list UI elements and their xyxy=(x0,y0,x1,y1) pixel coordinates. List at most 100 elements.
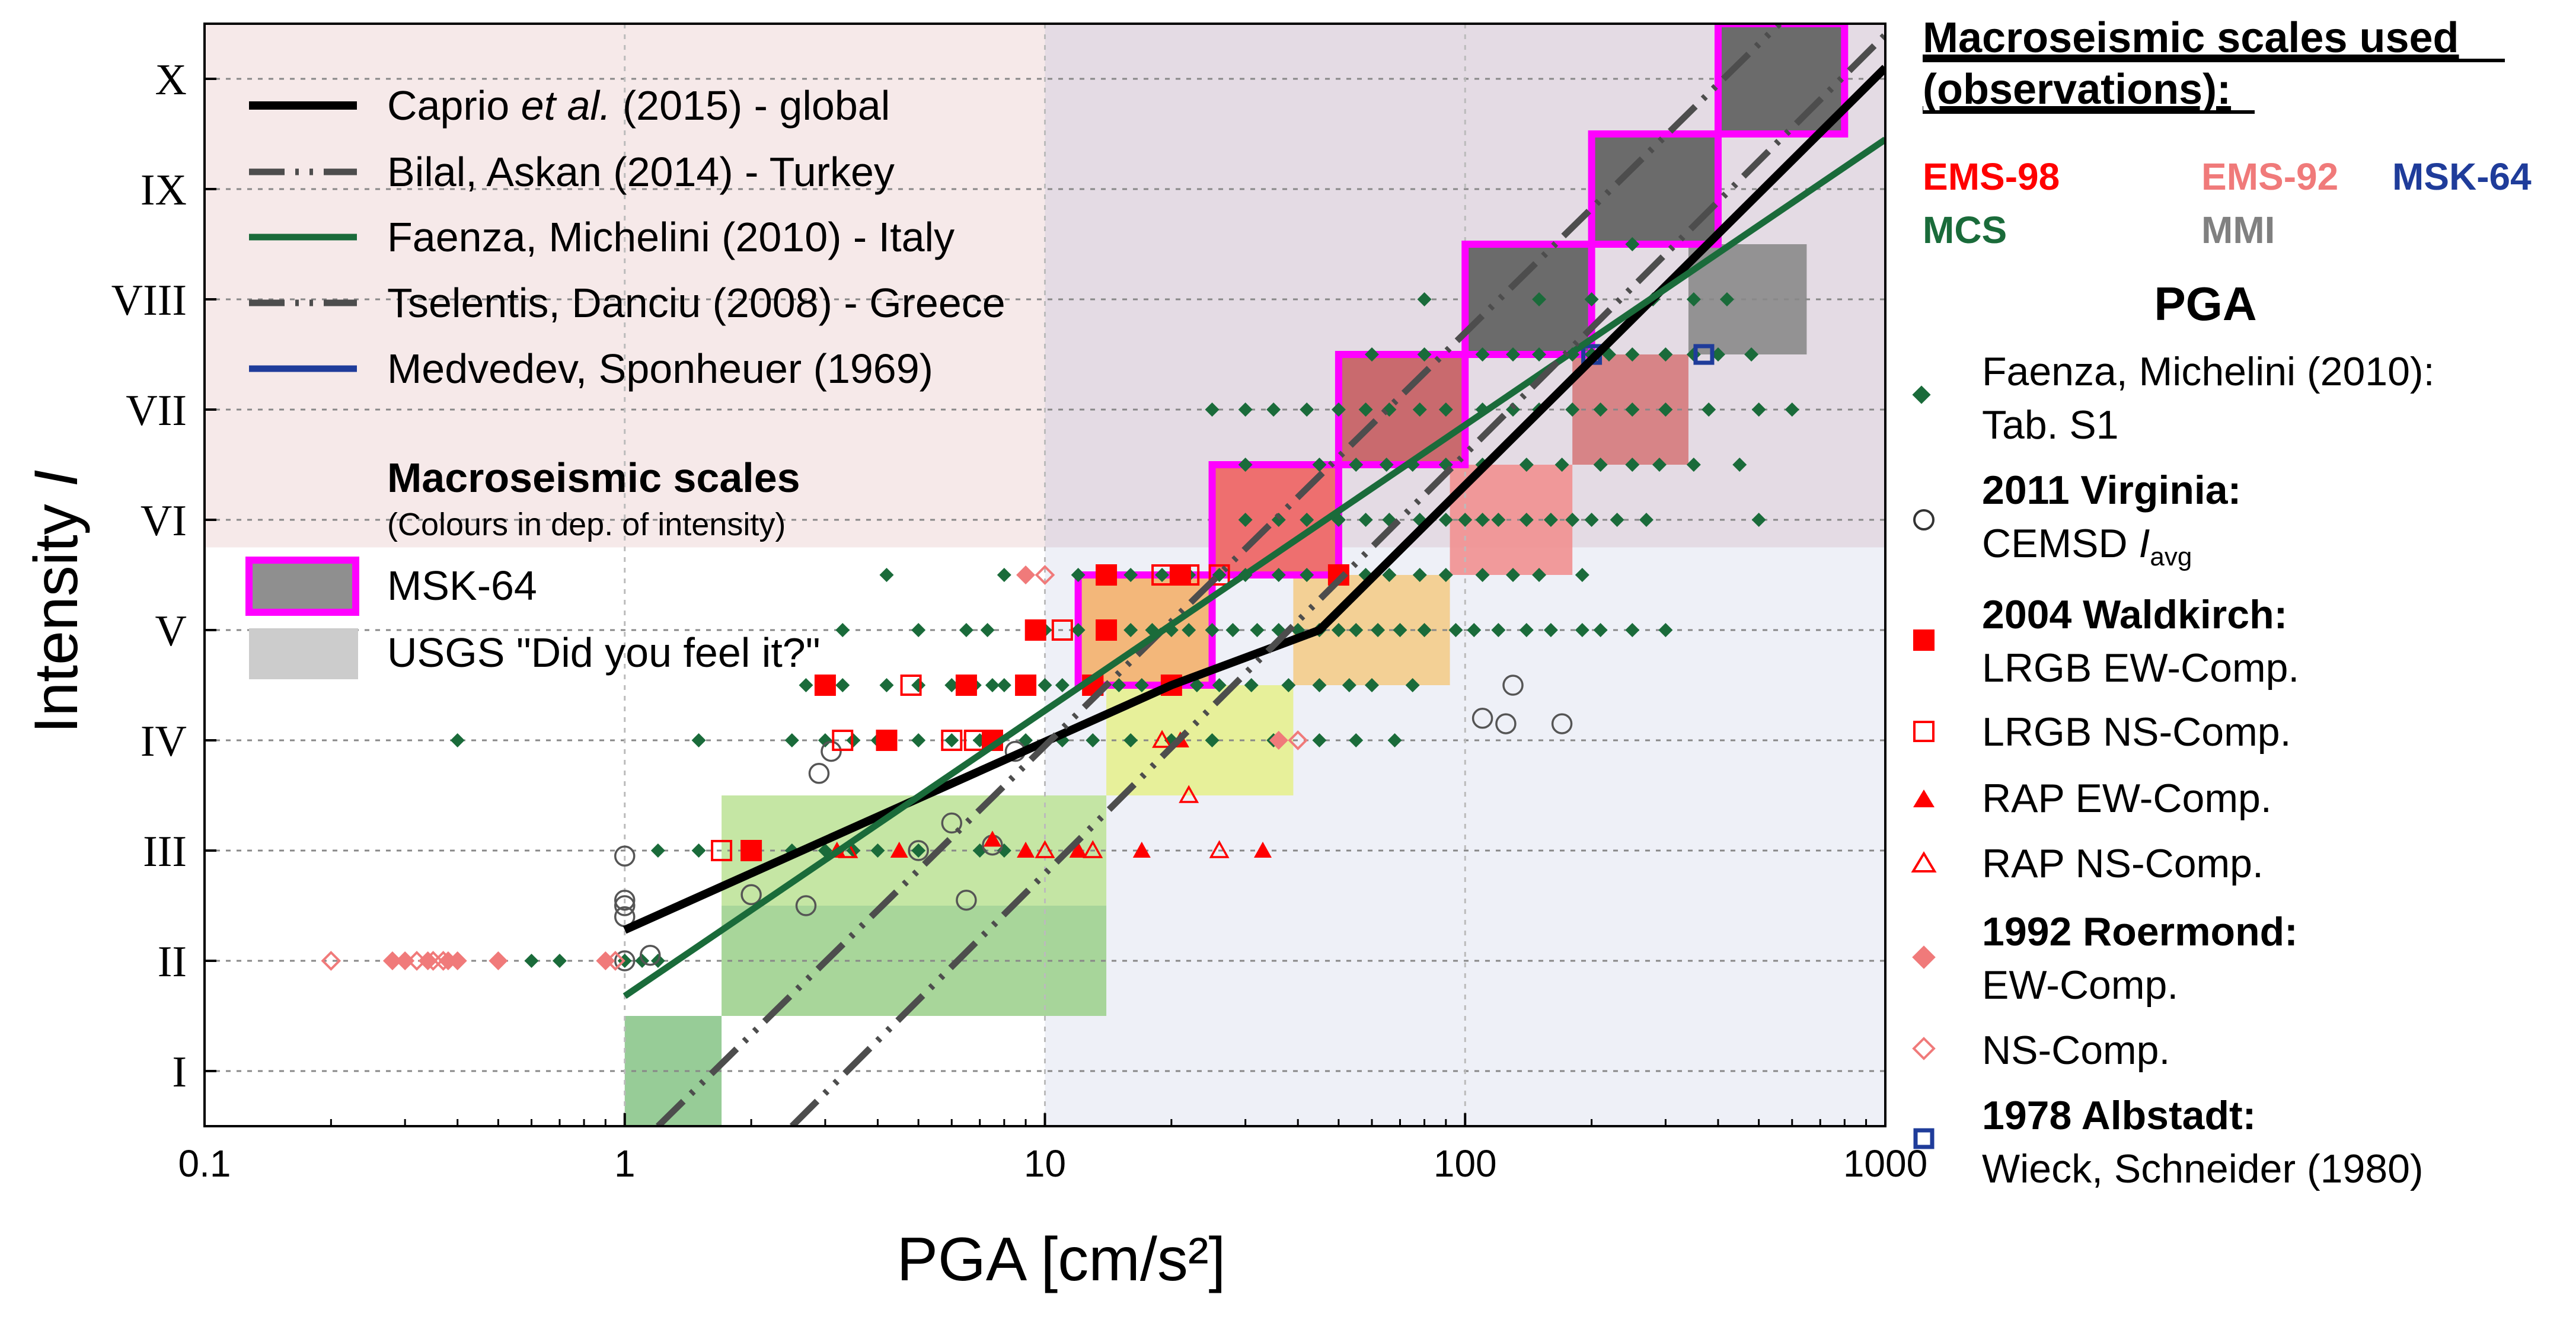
x-tick-label: 10 xyxy=(1024,1142,1066,1185)
faenza-point xyxy=(1055,678,1070,692)
faenza-point xyxy=(1438,513,1453,527)
faenza-point xyxy=(1038,678,1052,692)
faenza-point xyxy=(552,954,567,968)
virginia-point xyxy=(1502,675,1524,696)
waldkirch-ns-point xyxy=(1208,564,1230,586)
faenza-point xyxy=(1112,678,1126,692)
faenza-point xyxy=(1342,678,1356,692)
virginia-point xyxy=(956,889,977,911)
faenza-point xyxy=(818,733,832,747)
faenza-point xyxy=(1719,292,1734,306)
faenza-point xyxy=(1212,678,1227,692)
faenza-point xyxy=(911,678,926,692)
faenza-point xyxy=(1751,513,1766,527)
y-tick-label: V xyxy=(155,607,187,656)
svg-text:LRGB NS-Comp.: LRGB NS-Comp. xyxy=(1982,709,2291,755)
faenza-point xyxy=(1584,513,1599,527)
faenza-point xyxy=(835,623,850,637)
faenza-point xyxy=(1349,733,1364,747)
virginia-point xyxy=(614,889,636,911)
rlegend-virginia: 2011 Virginia: CEMSD Iavg xyxy=(1913,468,2241,571)
faenza-point xyxy=(846,733,861,747)
faenza-point xyxy=(1225,623,1240,637)
faenza-point xyxy=(1365,678,1380,692)
faenza-point xyxy=(1625,458,1640,472)
svg-text:MSK-64: MSK-64 xyxy=(387,562,537,609)
plot-area xyxy=(205,24,1885,1126)
legend-item-caprio: Caprio et al. (2015) - global xyxy=(249,82,890,129)
svg-text:LRGB EW-Comp.: LRGB EW-Comp. xyxy=(1982,645,2299,691)
faenza-point xyxy=(980,623,995,637)
rap-ew-point xyxy=(1253,842,1272,858)
faenza-point xyxy=(1205,623,1220,637)
faenza-point xyxy=(1250,623,1265,637)
waldkirch-ns-point xyxy=(941,730,963,751)
virginia-point xyxy=(1471,708,1493,729)
faenza-point xyxy=(1593,623,1608,637)
svg-text:Caprio et al. (2015) - global: Caprio et al. (2015) - global xyxy=(387,82,890,129)
faenza-point xyxy=(985,678,1000,692)
msk64-box xyxy=(1461,241,1595,358)
faenza-point xyxy=(1412,568,1427,582)
roermond-ns-point xyxy=(407,951,427,971)
albstadt-point xyxy=(1693,344,1715,365)
faenza-point xyxy=(784,733,799,747)
faenza-point xyxy=(650,843,665,858)
faenza-point xyxy=(1491,513,1506,527)
rlegend-faenza: Faenza, Michelini (2010): Tab. S1 xyxy=(1912,349,2434,448)
y-axis-title: Intensity I xyxy=(22,469,91,733)
svg-text:CEMSD Iavg: CEMSD Iavg xyxy=(1982,521,2192,571)
roermond-ns-point xyxy=(433,951,454,971)
virginia-point xyxy=(614,950,636,971)
faenza-point xyxy=(1281,678,1296,692)
legend-item-tselentis: Tselentis, Danciu (2008) - Greece xyxy=(249,280,1005,326)
faenza-point xyxy=(944,678,959,692)
svg-text:EW-Comp.: EW-Comp. xyxy=(1982,963,2178,1008)
faenza-point xyxy=(1467,623,1482,637)
x-tick-label: 1 xyxy=(614,1142,636,1185)
waldkirch-ns-point xyxy=(1151,564,1173,586)
faenza-point xyxy=(1438,402,1453,417)
faenza-point xyxy=(1575,568,1589,582)
faenza-point xyxy=(1532,568,1547,582)
roermond-ns-point xyxy=(321,951,341,971)
legend-item-usgs: USGS "Did you feel it?" xyxy=(249,628,821,679)
virginia-point xyxy=(1495,713,1517,734)
rap-ew-point xyxy=(983,830,1001,847)
rlegend-roermond-ew: 1992 Roermond: EW-Comp. xyxy=(1912,909,2298,1008)
faenza-point xyxy=(1071,623,1086,637)
faenza-point xyxy=(879,678,894,692)
roermond-ew-point xyxy=(1269,731,1288,750)
faenza-point xyxy=(1349,623,1364,637)
y-tick-label: VI xyxy=(141,497,187,545)
faenza-point xyxy=(1238,458,1253,472)
roermond-ew-point xyxy=(418,951,438,970)
faenza-point xyxy=(835,678,850,692)
y-tick-label: VIII xyxy=(111,276,187,325)
virginia-point xyxy=(821,740,842,762)
faenza-point xyxy=(1189,678,1204,692)
faenza-point xyxy=(1312,733,1327,747)
faenza-point xyxy=(1238,513,1253,527)
faenza-point xyxy=(1652,458,1667,472)
faenza-point xyxy=(879,568,894,582)
inner-legend: Caprio et al. (2015) - global Bilal, Ask… xyxy=(245,82,1005,679)
faenza-point xyxy=(1300,513,1314,527)
svg-text:Bilal, Askan (2014) - Turkey: Bilal, Askan (2014) - Turkey xyxy=(387,149,895,195)
faenza-point xyxy=(1565,513,1580,527)
faenza-point xyxy=(1458,513,1473,527)
faenza-point xyxy=(1519,458,1534,472)
rlegend-roermond-ns: NS-Comp. xyxy=(1912,1028,2170,1073)
virginia-point xyxy=(640,944,661,966)
faenza-point xyxy=(1625,402,1640,417)
svg-text:RAP EW-Comp.: RAP EW-Comp. xyxy=(1982,776,2272,821)
faenza-point xyxy=(1744,347,1759,362)
virginia-point xyxy=(795,895,817,916)
legend-item-msk64: MSK-64 xyxy=(245,557,537,616)
faenza-point xyxy=(1086,733,1100,747)
faenza-point xyxy=(1785,402,1799,417)
legend-scales-title: Macroseismic scales xyxy=(387,455,800,501)
faenza-point xyxy=(911,623,926,637)
waldkirch-ns-point xyxy=(963,730,985,751)
